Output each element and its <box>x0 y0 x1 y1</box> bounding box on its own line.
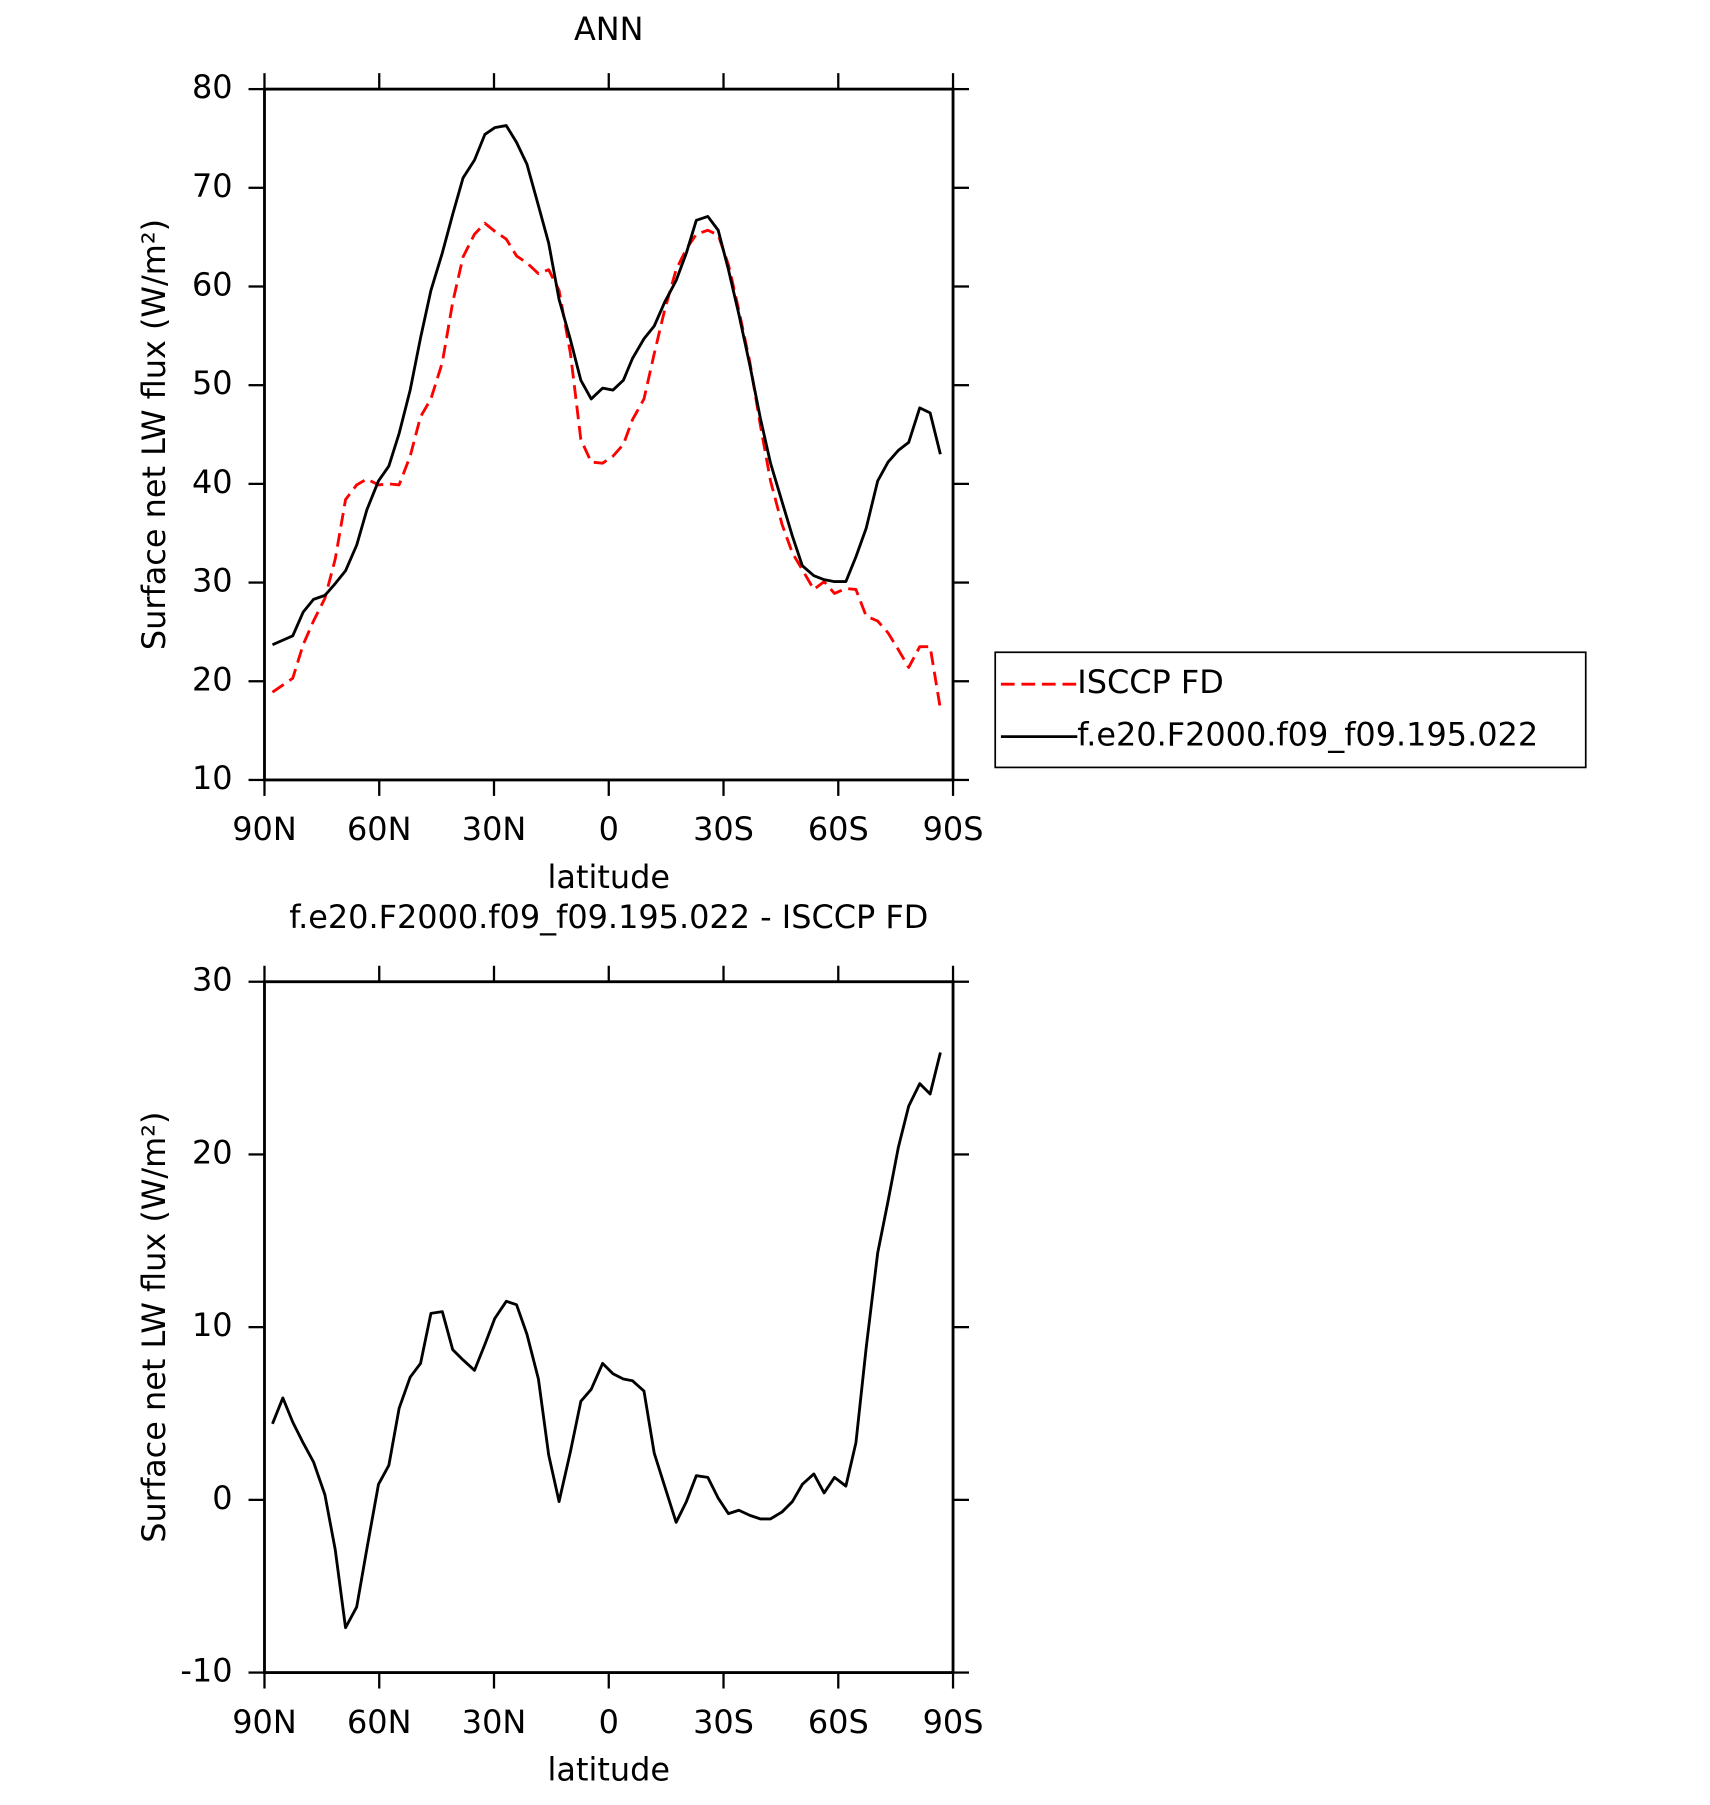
x-tick-label: 60S <box>808 810 869 848</box>
data-line <box>271 124 942 647</box>
x-axis-label: latitude <box>548 858 670 896</box>
y-axis-label: Surface net LW flux (W/m²) <box>135 1112 173 1543</box>
x-tick-label: 30S <box>693 1703 754 1741</box>
plot-frame <box>263 87 955 782</box>
y-tick-label: 0 <box>212 1479 232 1517</box>
y-tick-label: 60 <box>192 265 233 303</box>
x-tick-label: 90S <box>923 1703 984 1741</box>
x-tick-label: 90S <box>923 810 984 848</box>
x-tick-label: 60N <box>347 810 411 848</box>
y-tick-label: 20 <box>192 1133 233 1171</box>
data-line <box>271 1052 942 1630</box>
y-tick-label: 10 <box>192 1306 233 1344</box>
x-tick-label: 30N <box>462 1703 526 1741</box>
legend-box <box>994 651 1587 769</box>
x-tick-label: 60S <box>808 1703 869 1741</box>
x-tick-label: 90N <box>232 810 296 848</box>
y-tick-label: 20 <box>192 660 233 698</box>
x-axis-label: latitude <box>548 1751 670 1789</box>
x-tick-label: 30N <box>462 810 526 848</box>
y-tick-label: 40 <box>192 463 233 501</box>
y-tick-label: 70 <box>192 167 233 205</box>
x-tick-label: 60N <box>347 1703 411 1741</box>
x-tick-label: 0 <box>599 1703 619 1741</box>
legend-label: ISCCP FD <box>1077 663 1224 701</box>
y-axis-label: Surface net LW flux (W/m²) <box>135 219 173 650</box>
y-tick-label: 30 <box>192 961 233 999</box>
y-tick-label: 10 <box>192 759 233 797</box>
data-line <box>271 221 942 710</box>
plot-frame <box>263 980 955 1674</box>
y-tick-label: 50 <box>192 364 233 402</box>
chart-title: ANN <box>574 10 644 48</box>
x-tick-label: 90N <box>232 1703 296 1741</box>
x-tick-label: 30S <box>693 810 754 848</box>
y-tick-label: 30 <box>192 562 233 600</box>
y-tick-label: -10 <box>180 1652 232 1690</box>
y-tick-label: 80 <box>192 68 233 106</box>
chart-title: f.e20.F2000.f09_f09.195.022 - ISCCP FD <box>289 898 928 936</box>
legend-label: f.e20.F2000.f09_f09.195.022 <box>1077 716 1538 754</box>
x-tick-label: 0 <box>599 810 619 848</box>
